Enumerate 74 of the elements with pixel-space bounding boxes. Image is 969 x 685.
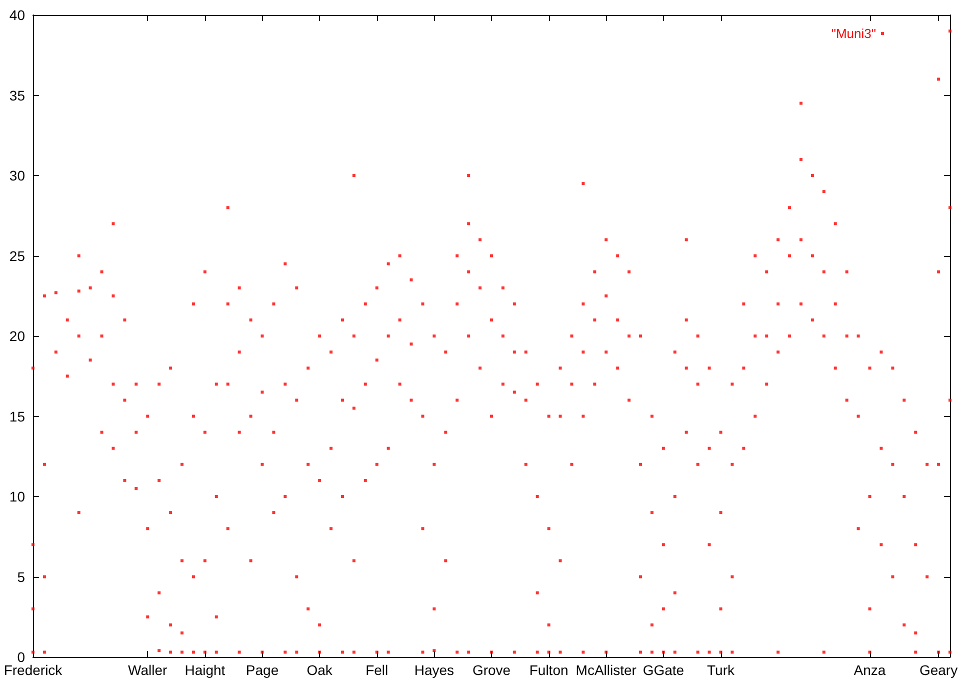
x-tick-label: Page [246,662,279,678]
y-tick-label: 0 [17,649,26,665]
x-tick-label: Geary [919,662,958,678]
point [77,254,80,258]
y-tick-label: 15 [9,408,26,424]
point [536,650,539,654]
point [650,650,654,654]
point [558,650,562,654]
point [490,650,493,654]
point [260,650,264,654]
point [169,650,172,654]
point [799,102,802,105]
point [582,650,585,654]
y-tick-label: 5 [17,568,26,585]
point [284,650,287,654]
point [352,650,356,654]
y-tick-label: 40 [9,7,26,23]
point [295,650,298,654]
point [512,650,516,654]
point [318,650,322,654]
point [708,650,711,654]
x-tick-label: Oak [306,662,334,678]
point [386,650,390,654]
point [421,650,424,654]
point [375,650,378,654]
point [32,650,34,654]
legend-label: "Muni3" [831,26,876,41]
y-tick-label: 20 [9,328,26,344]
x-tick-label: Turk [707,662,736,678]
x-tick-label: Fell [366,662,388,678]
point [547,650,550,654]
x-tick-label: Anza [854,662,886,678]
point [456,650,459,654]
point [180,650,184,654]
point [340,650,344,654]
point [226,206,230,210]
point [238,650,241,654]
point [868,650,872,654]
x-tick-label: Grove [472,662,511,678]
point [776,650,780,654]
point [192,650,195,654]
x-tick-label: GGate [642,662,684,678]
point [914,650,918,654]
point [432,649,436,652]
y-tick-label: 25 [9,248,26,264]
point [214,650,218,654]
point [604,650,608,654]
y-tick-label: 10 [9,488,26,504]
x-tick-label: Waller [128,662,168,678]
point [684,238,688,242]
x-tick-label: Hayes [414,662,454,678]
point [352,174,356,177]
point [662,650,665,654]
x-tick-label: Fulton [529,662,568,678]
x-tick-label: Frederick [4,662,64,678]
y-tick-label: 35 [9,87,26,104]
point [639,650,642,654]
point [158,649,161,652]
y-tick-label: 30 [9,168,26,184]
point [467,174,470,177]
point [582,182,585,186]
point [203,650,206,654]
point [948,650,952,654]
point [719,650,722,654]
point [673,650,676,654]
point [42,650,46,654]
x-tick-label: Haight [184,662,226,678]
point [467,650,470,654]
point [730,650,734,654]
point [937,650,940,654]
point [822,650,826,654]
point [696,650,700,654]
x-tick-label: McAllister [576,662,637,678]
point [112,222,115,226]
